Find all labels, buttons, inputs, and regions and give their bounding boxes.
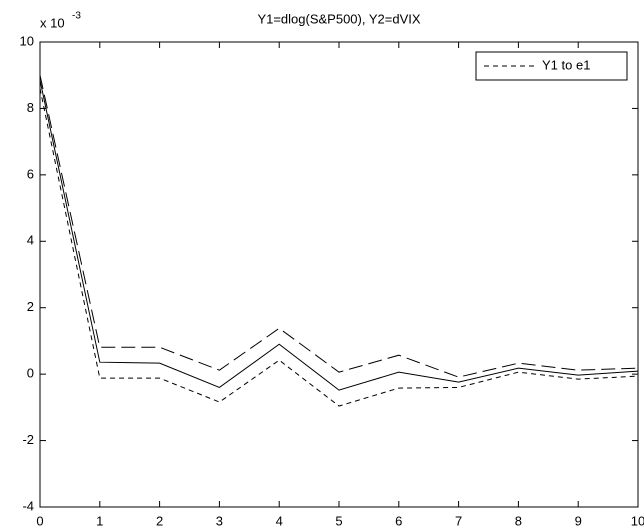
series-line bbox=[39, 75, 639, 378]
y-tick-label: 8 bbox=[27, 100, 34, 115]
x-tick-label: 5 bbox=[335, 513, 342, 528]
legend-label: Y1 to e1 bbox=[542, 57, 590, 72]
x-tick-label: 7 bbox=[455, 513, 462, 528]
series-line bbox=[39, 88, 639, 407]
x-tick-label: 2 bbox=[156, 513, 163, 528]
x-tick-label: 8 bbox=[515, 513, 522, 528]
y-multiplier-exponent: -3 bbox=[72, 11, 81, 22]
x-tick-label: 1 bbox=[96, 513, 103, 528]
chart-title: Y1=dlog(S&P500), Y2=dVIX bbox=[257, 11, 420, 26]
y-tick-label: -4 bbox=[22, 498, 34, 513]
x-tick-label: 10 bbox=[631, 513, 644, 528]
y-tick-label: 0 bbox=[27, 366, 34, 381]
y-tick-label: 2 bbox=[27, 299, 34, 314]
x-tick-label: 0 bbox=[36, 513, 43, 528]
y-tick-label: 10 bbox=[20, 33, 34, 48]
series-line bbox=[39, 80, 639, 391]
y-tick-label: 6 bbox=[27, 166, 34, 181]
y-tick-label: 4 bbox=[27, 233, 34, 248]
x-tick-label: 3 bbox=[216, 513, 223, 528]
plot-frame bbox=[39, 41, 639, 508]
y-tick-label: -2 bbox=[22, 432, 34, 447]
y-multiplier: x 10 bbox=[40, 15, 65, 30]
x-tick-label: 6 bbox=[395, 513, 402, 528]
legend-box bbox=[475, 51, 628, 81]
x-tick-label: 4 bbox=[276, 513, 283, 528]
x-tick-label: 9 bbox=[575, 513, 582, 528]
